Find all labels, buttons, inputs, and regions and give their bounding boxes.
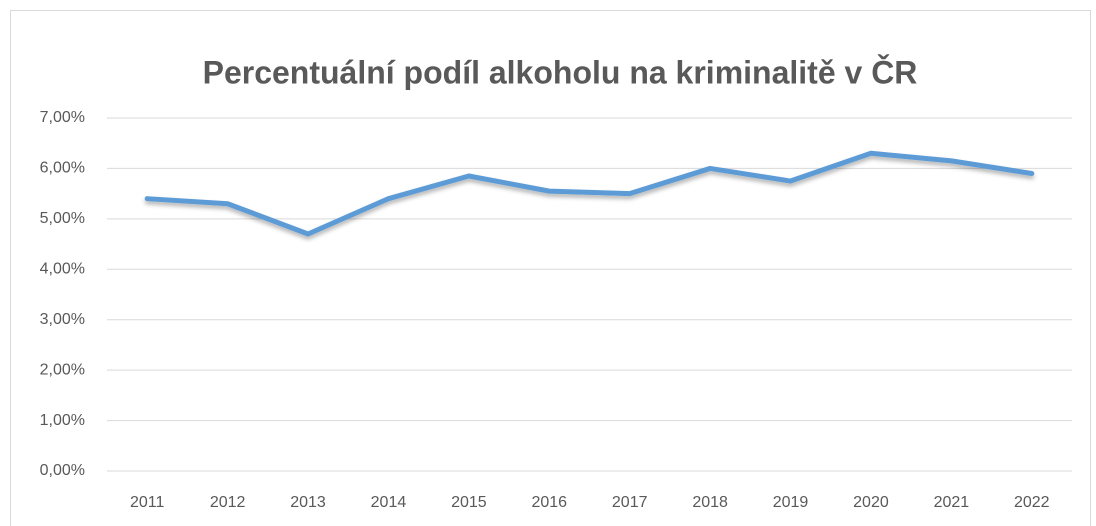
x-tick-label: 2018 xyxy=(692,494,728,511)
x-tick-label: 2017 xyxy=(612,494,648,511)
x-tick-label: 2019 xyxy=(773,494,809,511)
y-tick-label: 1,00% xyxy=(40,412,85,429)
x-tick-label: 2020 xyxy=(853,494,889,511)
y-tick-label: 3,00% xyxy=(40,311,85,328)
x-tick-label: 2014 xyxy=(371,494,407,511)
y-tick-label: 0,00% xyxy=(40,462,85,479)
x-tick-label: 2021 xyxy=(934,494,970,511)
x-tick-label: 2012 xyxy=(210,494,246,511)
chart-title: Percentuální podíl alkoholu na kriminali… xyxy=(203,54,918,90)
x-tick-label: 2011 xyxy=(130,494,165,511)
x-tick-label: 2022 xyxy=(1014,494,1050,511)
data-line xyxy=(144,150,1035,237)
y-tick-label: 5,00% xyxy=(40,210,85,227)
y-tick-label: 2,00% xyxy=(40,361,85,378)
y-tick-label: 6,00% xyxy=(40,160,85,177)
y-tick-label: 7,00% xyxy=(40,109,85,126)
x-tick-label: 2015 xyxy=(451,494,487,511)
y-tick-label: 4,00% xyxy=(40,261,85,278)
x-tick-label: 2013 xyxy=(290,494,326,511)
chart-border xyxy=(10,10,1091,526)
x-tick-label: 2016 xyxy=(531,494,567,511)
